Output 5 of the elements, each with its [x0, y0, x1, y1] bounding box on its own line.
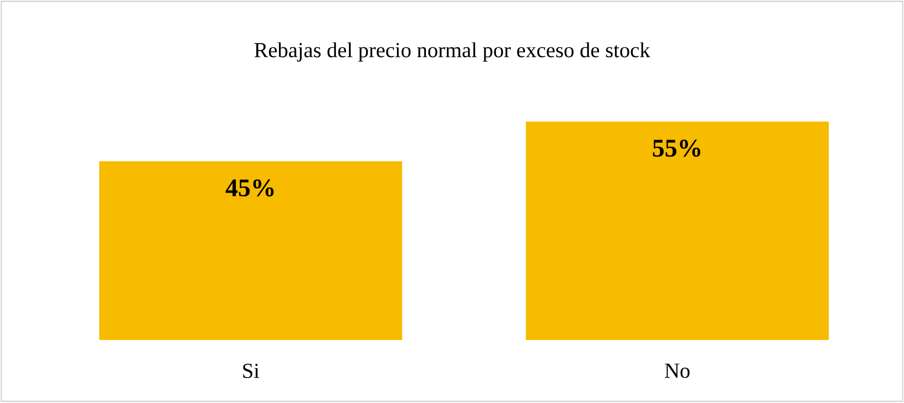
data-label: 55% [653, 140, 700, 157]
x-tick-label: No [664, 364, 690, 378]
data-label: 45% [226, 180, 274, 197]
chart-title: Rebajas del precio normal por exceso de stock [254, 42, 650, 62]
x-tick-label: Si [243, 364, 260, 378]
